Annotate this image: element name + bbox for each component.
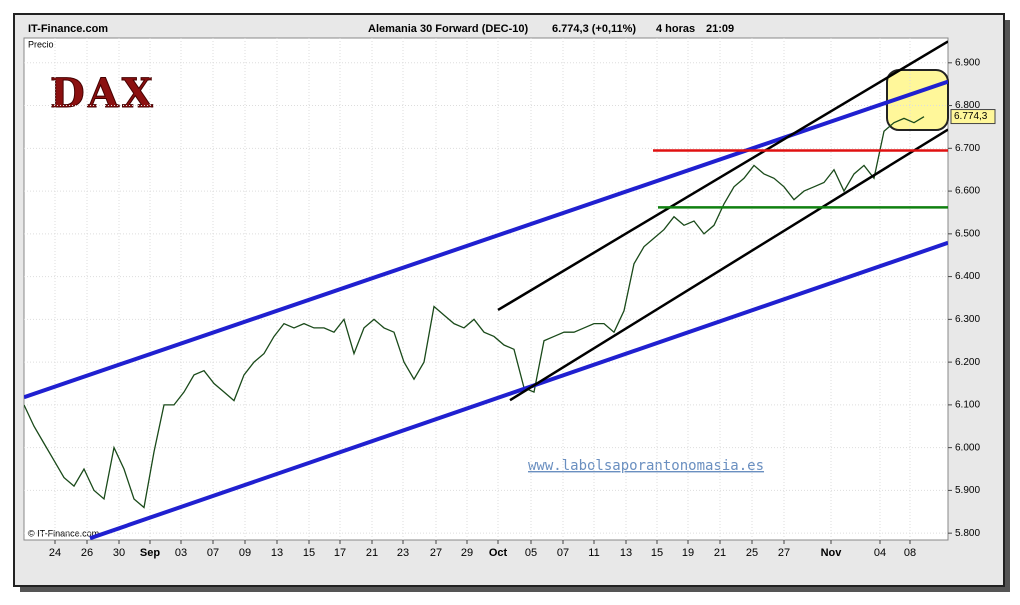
time: 21:09	[706, 23, 734, 35]
x-tick-label: 11	[588, 547, 599, 559]
x-tick-label: 13	[271, 547, 283, 559]
y-tick-label: 6.000	[955, 442, 980, 453]
y-tick-label: 6.400	[955, 271, 980, 282]
y-tick-label: 6.600	[955, 186, 980, 197]
x-tick-label: 19	[682, 547, 694, 559]
x-tick-label: 07	[207, 547, 219, 559]
x-tick-label: 21	[714, 547, 726, 559]
y-tick-label: 5.800	[955, 528, 980, 539]
x-tick-label: 27	[430, 547, 442, 559]
y-tick-label: 6.300	[955, 314, 980, 325]
x-tick-label: 29	[461, 547, 473, 559]
y-tick-label: 5.900	[955, 485, 980, 496]
x-tick-label: 07	[557, 547, 569, 559]
x-tick-label: 21	[366, 547, 378, 559]
price-line	[24, 116, 925, 509]
x-tick-label: Sep	[140, 547, 160, 559]
trend-line	[497, 40, 948, 312]
x-tick-label: 30	[113, 547, 125, 559]
chart-title: DAX	[50, 70, 156, 117]
instrument: Alemania 30 Forward (DEC-10)	[368, 23, 528, 35]
x-tick-label: 25	[746, 547, 758, 559]
y-tick-label: 6.100	[955, 400, 980, 411]
watermark: www.labolsaporantonomasia.es	[528, 458, 764, 474]
x-tick-label: 27	[778, 547, 790, 559]
trend-line	[89, 240, 948, 540]
y-tick-label: 6.200	[955, 357, 980, 368]
last-price-box	[950, 109, 996, 125]
x-tick-label: 13	[620, 547, 632, 559]
plot	[24, 38, 948, 540]
last-price-label: 6.774,3	[954, 111, 988, 122]
x-tick-label: 17	[334, 547, 346, 559]
plot-area	[23, 37, 949, 541]
x-tick-label: 15	[303, 547, 315, 559]
x-tick-label: 23	[397, 547, 409, 559]
x-tick-label: 08	[904, 547, 916, 559]
x-tick-label: Nov	[821, 547, 843, 559]
x-tick-label: 24	[49, 547, 61, 559]
x-tick-label: 15	[651, 547, 663, 559]
timeframe: 4 horas	[656, 23, 695, 35]
x-tick-label: 26	[81, 547, 93, 559]
x-tick-label: 09	[239, 547, 251, 559]
x-tick-label: 04	[874, 547, 886, 559]
y-tick-label: 6.500	[955, 228, 980, 239]
trend-line	[509, 128, 948, 402]
x-tick-label: 03	[175, 547, 187, 559]
x-tick-label: 05	[525, 547, 537, 559]
y-tick-label: 6.800	[955, 100, 980, 111]
quote: 6.774,3 (+0,11%)	[552, 23, 636, 35]
y-label: Precio	[28, 39, 54, 49]
y-tick-label: 6.900	[955, 57, 980, 68]
site: IT-Finance.com	[28, 23, 108, 35]
x-tick-label: Oct	[489, 547, 508, 559]
y-tick-label: 6.700	[955, 143, 980, 154]
